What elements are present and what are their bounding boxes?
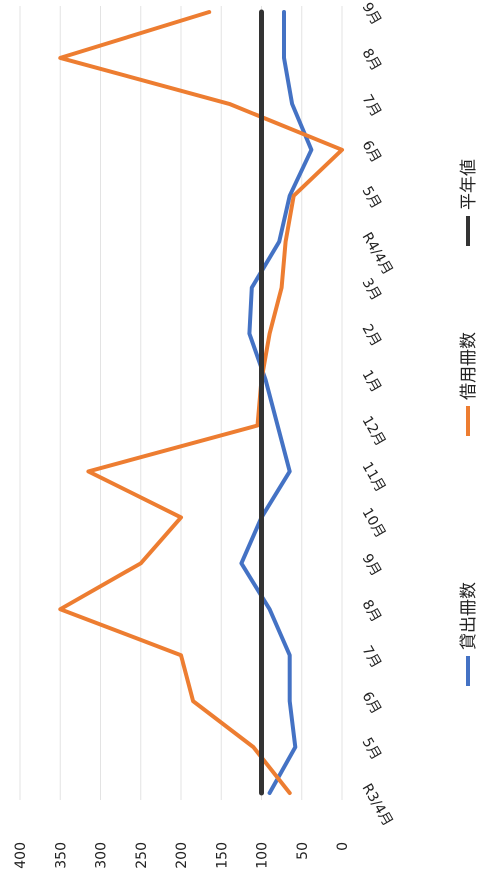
category-label: 7月 <box>359 92 384 120</box>
category-label: 6月 <box>359 689 384 717</box>
value-tick-label: 50 <box>295 842 311 860</box>
category-label: 1月 <box>359 368 384 396</box>
series-line <box>58 10 344 795</box>
category-label: 3月 <box>359 276 384 304</box>
category-label: 7月 <box>359 643 384 671</box>
legend: 貸出冊数 借用冊数 平年値 <box>459 159 479 686</box>
value-tick-label: 400 <box>13 842 29 869</box>
category-label: 5月 <box>359 184 384 212</box>
category-label: 12月 <box>359 413 389 449</box>
grid-lines <box>19 6 343 800</box>
value-tick-label: 150 <box>214 842 230 869</box>
category-label: 11月 <box>359 459 389 495</box>
category-label: 8月 <box>359 597 384 625</box>
series-lines <box>58 9 344 796</box>
category-label: R3/4月 <box>359 781 396 829</box>
value-tick-label: 250 <box>134 842 150 869</box>
category-label: 5月 <box>359 735 384 763</box>
value-tick-label: 300 <box>94 842 110 869</box>
legend-label: 貸出冊数 <box>459 582 479 650</box>
category-label: 9月 <box>359 0 384 28</box>
value-axis-ticks: 0 50 100 150 200 250 300 350 400 <box>13 842 351 869</box>
category-label: 10月 <box>359 505 389 541</box>
value-tick-label: 200 <box>174 842 190 869</box>
category-label: R4/4月 <box>359 230 396 278</box>
category-label: 6月 <box>359 138 384 166</box>
legend-label: 借用冊数 <box>459 332 479 400</box>
value-tick-label: 0 <box>335 842 351 851</box>
category-label: 9月 <box>359 551 384 579</box>
series-line <box>239 10 314 795</box>
category-label: 2月 <box>359 322 384 350</box>
value-tick-label: 350 <box>53 842 69 869</box>
category-label: 8月 <box>359 46 384 74</box>
legend-label: 平年値 <box>459 159 479 210</box>
value-tick-label: 100 <box>255 842 271 869</box>
